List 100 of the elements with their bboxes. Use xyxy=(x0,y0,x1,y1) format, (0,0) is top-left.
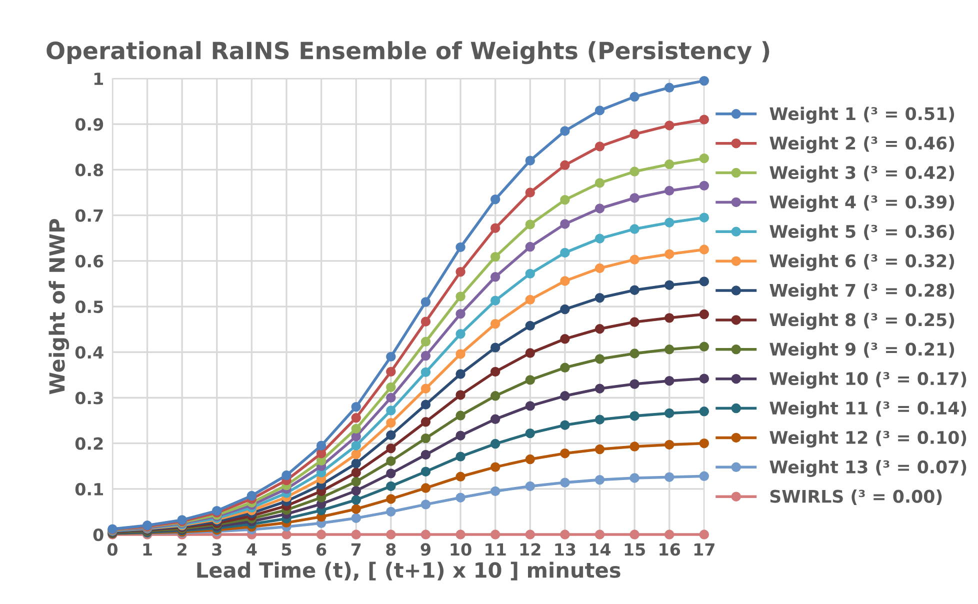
point xyxy=(351,424,361,434)
point xyxy=(351,504,361,514)
point xyxy=(351,513,361,523)
point xyxy=(525,268,535,279)
point xyxy=(525,401,535,411)
point xyxy=(490,296,500,306)
y-tick-label: 0.8 xyxy=(75,164,104,176)
legend-label: Weight 8 (³ = 0.25) xyxy=(770,312,954,330)
x-tick-label: 14 xyxy=(590,543,611,556)
point xyxy=(699,406,710,416)
point xyxy=(490,272,500,282)
y-tick-label: 0.3 xyxy=(75,392,103,404)
point xyxy=(351,468,361,478)
point xyxy=(664,472,674,482)
point xyxy=(560,391,570,401)
point xyxy=(630,473,640,483)
point xyxy=(456,452,466,462)
point xyxy=(351,458,361,468)
legend-label: Weight 12 (³ = 0.10) xyxy=(770,430,966,448)
point xyxy=(386,530,396,540)
point xyxy=(316,448,326,458)
point xyxy=(456,472,466,482)
x-tick-label: 2 xyxy=(178,543,186,556)
point xyxy=(594,293,605,303)
point xyxy=(351,495,361,505)
legend-label: Weight 2 (³ = 0.46) xyxy=(770,136,954,154)
point xyxy=(386,481,396,492)
legend-label: Weight 1 (³ = 0.51) xyxy=(770,106,954,124)
point xyxy=(246,490,257,501)
point xyxy=(490,194,500,204)
point xyxy=(560,194,570,205)
point xyxy=(560,126,570,136)
y-tick-label: 0.4 xyxy=(75,346,104,359)
point xyxy=(525,375,535,385)
point xyxy=(351,486,361,496)
y-tick-label: 1 xyxy=(94,72,103,85)
point xyxy=(630,317,640,327)
point xyxy=(664,376,674,386)
x-tick-label: 7 xyxy=(351,543,361,556)
legend-label: Weight 9 (³ = 0.21) xyxy=(770,342,954,360)
point xyxy=(386,366,396,377)
point xyxy=(490,318,500,329)
point xyxy=(560,160,570,170)
point xyxy=(456,492,466,502)
x-axis-title: Lead Time (t), [ (t+1) x 10 ] minutes xyxy=(197,562,620,581)
x-tick-label: 4 xyxy=(246,543,257,556)
point xyxy=(664,159,674,170)
point xyxy=(420,483,431,493)
point xyxy=(630,530,640,540)
point xyxy=(456,242,466,252)
point xyxy=(490,462,500,472)
point xyxy=(351,530,361,540)
y-tick-label: 0 xyxy=(93,528,104,542)
point xyxy=(560,448,570,458)
point xyxy=(282,530,292,540)
point xyxy=(699,342,710,352)
point xyxy=(420,433,431,444)
point xyxy=(699,114,710,124)
point xyxy=(594,474,605,485)
x-tick-label: 6 xyxy=(316,543,326,556)
point xyxy=(699,153,710,164)
point xyxy=(351,476,361,487)
point xyxy=(699,76,710,86)
x-tick-label: 13 xyxy=(555,543,576,556)
point xyxy=(699,180,710,191)
legend-label: Weight 3 (³ = 0.42) xyxy=(770,166,954,183)
point xyxy=(594,263,605,274)
point xyxy=(560,420,570,430)
point xyxy=(699,374,710,384)
point xyxy=(490,391,500,401)
x-tick-label: 17 xyxy=(694,543,714,556)
y-tick-label: 0.1 xyxy=(75,482,103,496)
point xyxy=(490,252,500,262)
point xyxy=(630,411,640,421)
point xyxy=(490,223,500,233)
point xyxy=(420,384,431,394)
point xyxy=(630,379,640,389)
point xyxy=(525,156,535,166)
point xyxy=(594,178,605,188)
y-tick-label: 0.7 xyxy=(75,209,103,222)
point xyxy=(664,280,674,290)
legend-label: Weight 7 (³ = 0.28) xyxy=(770,283,954,300)
point xyxy=(490,366,500,377)
point xyxy=(490,530,500,540)
point xyxy=(664,82,674,92)
chart-title: Operational RaINS Ensemble of Weights (Persistency ) xyxy=(46,41,770,64)
point xyxy=(456,369,466,379)
point xyxy=(282,470,292,480)
point xyxy=(630,254,640,264)
point xyxy=(420,297,431,307)
legend-label: Weight 13 (³ = 0.07) xyxy=(770,460,966,477)
point xyxy=(351,412,361,423)
point xyxy=(525,530,535,540)
point xyxy=(420,367,431,378)
point xyxy=(699,438,710,448)
x-tick-label: 15 xyxy=(624,543,645,556)
point xyxy=(560,478,570,488)
point xyxy=(630,348,640,358)
point xyxy=(420,350,431,361)
point xyxy=(630,166,640,176)
